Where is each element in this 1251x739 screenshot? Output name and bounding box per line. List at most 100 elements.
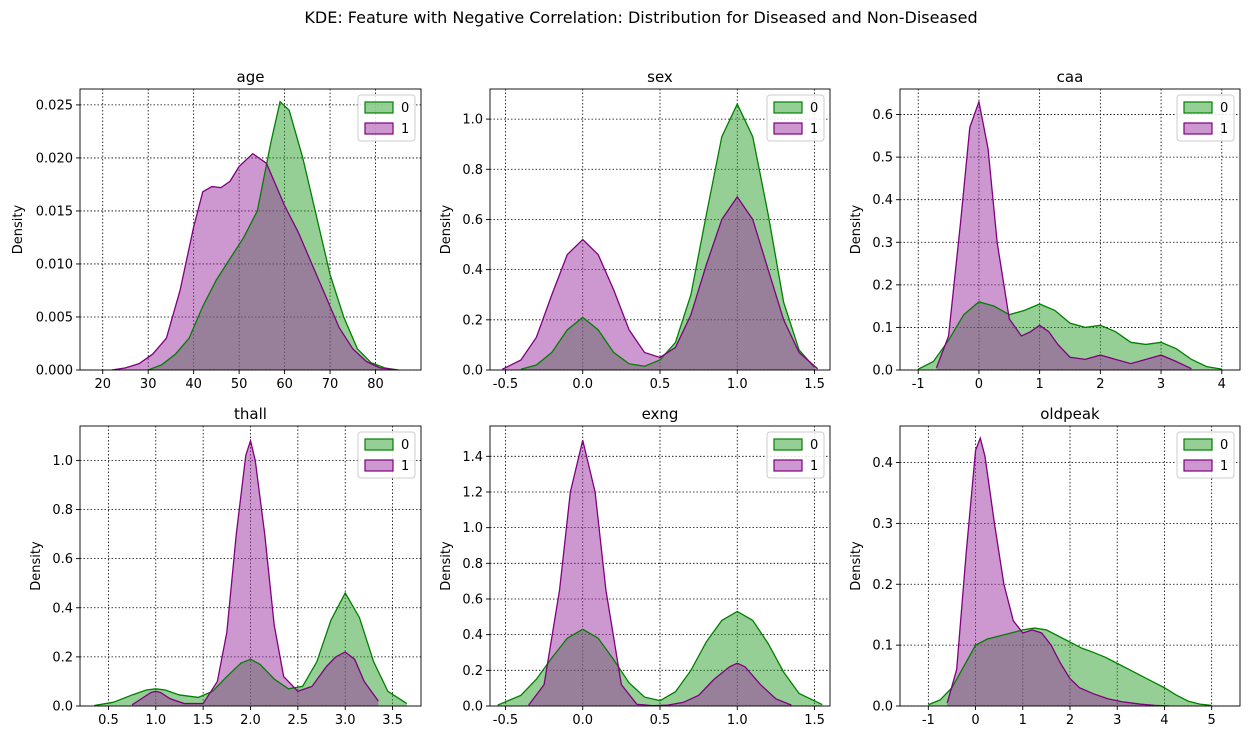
kde-area-class-1 [111, 153, 399, 370]
x-tick-label: 0.0 [572, 377, 593, 392]
legend-swatch-0 [1183, 101, 1213, 114]
legend-label-1: 1 [401, 459, 409, 474]
legend-label-1: 1 [810, 122, 818, 137]
x-tick-label: -0.5 [493, 377, 518, 392]
legend: 01 [357, 431, 416, 479]
kde-line-class-1 [111, 152, 399, 370]
y-tick-label: 1.4 [462, 450, 483, 465]
legend: 01 [1176, 94, 1235, 142]
x-tick-label: 2 [1066, 713, 1074, 728]
legend-label-0: 0 [401, 101, 409, 116]
kde-areas [917, 99, 1222, 370]
y-tick-label: 0.2 [462, 313, 483, 328]
kde-areas [502, 102, 819, 370]
kde-line-class-1 [131, 438, 379, 706]
kde-line-class-0 [917, 301, 1222, 370]
x-tick-label: -1 [912, 377, 925, 392]
kde-line-class-0 [94, 591, 408, 706]
y-tick-label: 0.6 [462, 592, 483, 607]
x-tick-label: 1.0 [727, 713, 748, 728]
figure-suptitle: KDE: Feature with Negative Correlation: … [304, 8, 977, 27]
x-tick-label: 40 [185, 377, 202, 392]
y-tick-label: 0.4 [872, 193, 893, 208]
x-tick-label: 70 [322, 377, 339, 392]
kde-line-class-1 [528, 440, 792, 706]
legend-swatch-1 [364, 122, 394, 135]
y-tick-label: 0.2 [462, 664, 483, 679]
kde-area-class-1 [936, 101, 1192, 370]
subplot-title: sex [647, 68, 673, 86]
subplot-title: thall [234, 405, 267, 423]
legend-label-1: 1 [1220, 459, 1228, 474]
x-tick-label: 1.0 [145, 713, 166, 728]
y-tick-label: 0.000 [36, 364, 73, 379]
y-tick-label: 0.1 [872, 321, 893, 336]
legend-swatch-1 [773, 459, 803, 472]
legend-swatch-0 [1183, 438, 1213, 451]
x-tick-label: 3 [1157, 377, 1165, 392]
legend-label-1: 1 [1220, 122, 1228, 137]
legend: 01 [766, 94, 825, 142]
y-tick-label: 0.2 [872, 578, 893, 593]
kde-line-class-0 [497, 610, 823, 706]
legend-swatch-1 [364, 459, 394, 472]
axes-frame [899, 88, 1241, 371]
x-tick-label: 0.5 [98, 713, 119, 728]
kde-line-class-0 [147, 100, 399, 370]
y-tick-label: 0.010 [36, 257, 73, 272]
y-axis-label: Density [439, 541, 454, 591]
y-tick-label: 0.5 [872, 151, 893, 166]
subplot-age: 20 30 40 50 60 70 80 0.000 0.005 0.010 0.015 0.020 0… [11, 68, 422, 392]
y-tick-label: 0.0 [872, 700, 893, 715]
x-tick-label: 0 [975, 377, 983, 392]
x-tick-label: 1.5 [804, 713, 825, 728]
y-tick-label: 0.2 [872, 278, 893, 293]
y-tick-label: 0.015 [36, 204, 73, 219]
legend: 01 [1176, 431, 1235, 479]
kde-area-class-1 [947, 438, 1170, 706]
y-tick-label: 0.3 [872, 236, 893, 251]
legend-swatch-1 [1183, 122, 1213, 135]
legend-swatch-1 [773, 122, 803, 135]
legend-label-0: 0 [1220, 438, 1228, 453]
y-tick-label: 1.0 [52, 454, 73, 469]
x-tick-label: -0.5 [493, 713, 518, 728]
legend: 01 [766, 431, 825, 479]
kde-area-class-1 [528, 440, 792, 706]
subplot-title: oldpeak [1040, 405, 1100, 423]
x-tick-label: 1.5 [804, 377, 825, 392]
x-tick-label: 3.0 [335, 713, 356, 728]
kde-area-class-1 [502, 196, 818, 370]
x-tick-label: 1 [1036, 377, 1044, 392]
x-tick-label: 60 [276, 377, 293, 392]
y-tick-label: 0.0 [52, 700, 73, 715]
kde-areas [497, 440, 823, 706]
y-tick-label: 0.0 [462, 700, 483, 715]
subplot-sex: -0.5 0.0 0.5 1.0 1.5 0.0 0.2 0.4 0.6 0.8 1.0 sex Den… [439, 68, 831, 392]
subplot-title: age [237, 68, 265, 86]
x-tick-label: 2.5 [288, 713, 309, 728]
legend-label-0: 0 [1220, 101, 1228, 116]
y-tick-label: 0.1 [872, 639, 893, 654]
x-tick-label: 1.5 [193, 713, 214, 728]
x-tick-label: 80 [367, 377, 384, 392]
y-tick-label: 1.2 [462, 485, 483, 500]
y-tick-label: 0.2 [52, 650, 73, 665]
legend-label-1: 1 [401, 122, 409, 137]
x-tick-label: 3.5 [382, 713, 403, 728]
x-tick-label: 2.0 [240, 713, 261, 728]
y-axis-label: Density [11, 204, 26, 254]
subplot-thall: 0.5 1.0 1.5 2.0 2.5 3.0 3.5 0.0 0.2 0.4 0.6 0.8 1.0 t… [29, 405, 422, 728]
subplot-grid: 20 30 40 50 60 70 800.0000.0050.0100.0150.0200… [11, 68, 1241, 728]
kde-line-class-1 [502, 195, 819, 370]
y-tick-label: 0.0 [462, 364, 483, 379]
y-axis-label: Density [849, 541, 864, 591]
x-tick-label: 4 [1160, 713, 1168, 728]
kde-line-class-1 [946, 436, 1170, 706]
legend-swatch-0 [773, 438, 803, 451]
x-tick-label: 5 [1208, 713, 1216, 728]
subplot-title: exng [642, 405, 679, 423]
legend-label-0: 0 [810, 101, 818, 116]
